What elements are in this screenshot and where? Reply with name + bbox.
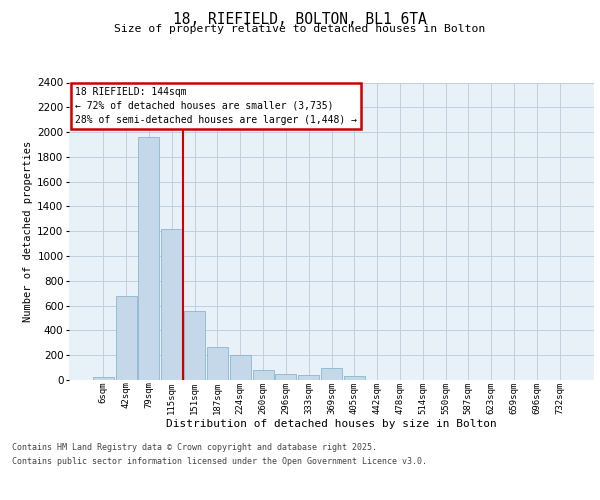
- Text: 18 RIEFIELD: 144sqm
← 72% of detached houses are smaller (3,735)
28% of semi-det: 18 RIEFIELD: 144sqm ← 72% of detached ho…: [76, 87, 358, 125]
- Bar: [230, 355, 251, 380]
- Bar: [184, 310, 205, 380]
- Text: Size of property relative to detached houses in Bolton: Size of property relative to detached ho…: [115, 24, 485, 34]
- Text: 18, RIEFIELD, BOLTON, BL1 6TA: 18, RIEFIELD, BOLTON, BL1 6TA: [173, 12, 427, 28]
- Bar: [298, 375, 319, 380]
- Bar: [207, 346, 228, 380]
- Bar: [161, 229, 182, 380]
- Bar: [139, 137, 160, 380]
- Bar: [93, 377, 114, 380]
- X-axis label: Distribution of detached houses by size in Bolton: Distribution of detached houses by size …: [166, 419, 497, 429]
- Bar: [344, 376, 365, 380]
- Bar: [321, 368, 342, 380]
- Text: Contains public sector information licensed under the Open Government Licence v3: Contains public sector information licen…: [12, 458, 427, 466]
- Bar: [275, 374, 296, 380]
- Bar: [116, 296, 137, 380]
- Text: Contains HM Land Registry data © Crown copyright and database right 2025.: Contains HM Land Registry data © Crown c…: [12, 442, 377, 452]
- Y-axis label: Number of detached properties: Number of detached properties: [23, 140, 33, 322]
- Bar: [253, 370, 274, 380]
